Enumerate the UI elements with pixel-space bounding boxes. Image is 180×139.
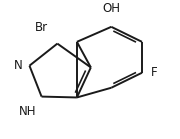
- Text: Br: Br: [35, 21, 48, 34]
- Text: F: F: [151, 66, 158, 79]
- Text: N: N: [14, 59, 22, 72]
- Text: NH: NH: [19, 105, 36, 118]
- Text: OH: OH: [102, 2, 120, 15]
